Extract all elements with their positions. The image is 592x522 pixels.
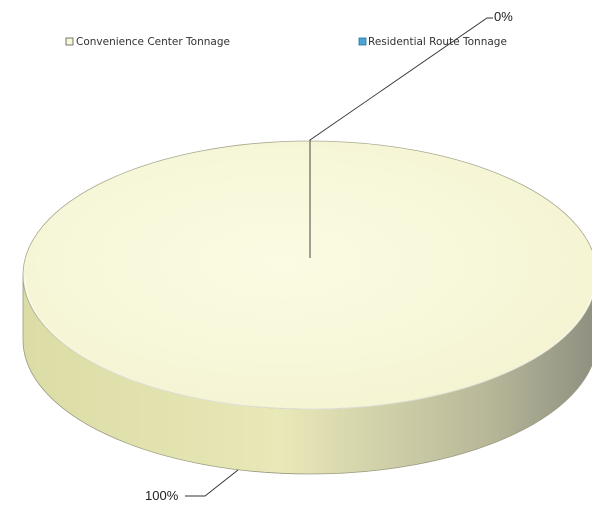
legend: Convenience Center Tonnage Residential R… — [65, 36, 507, 48]
pie-slice-convenience — [22, 140, 592, 410]
legend-item-convenience: Convenience Center Tonnage — [65, 36, 230, 48]
data-label-residential: 0% — [494, 9, 513, 24]
data-label-convenience: 100% — [145, 488, 179, 503]
pie-body — [22, 140, 592, 475]
legend-label-residential: Residential Route Tonnage — [368, 36, 507, 48]
legend-item-residential: Residential Route Tonnage — [358, 36, 507, 48]
leader-line-convenience — [185, 469, 239, 497]
leader-line-residential — [309, 17, 493, 258]
legend-label-convenience: Convenience Center Tonnage — [76, 36, 230, 48]
pie-rim-highlight — [24, 276, 592, 410]
legend-swatch-residential — [358, 37, 367, 46]
legend-swatch-convenience — [65, 37, 74, 46]
